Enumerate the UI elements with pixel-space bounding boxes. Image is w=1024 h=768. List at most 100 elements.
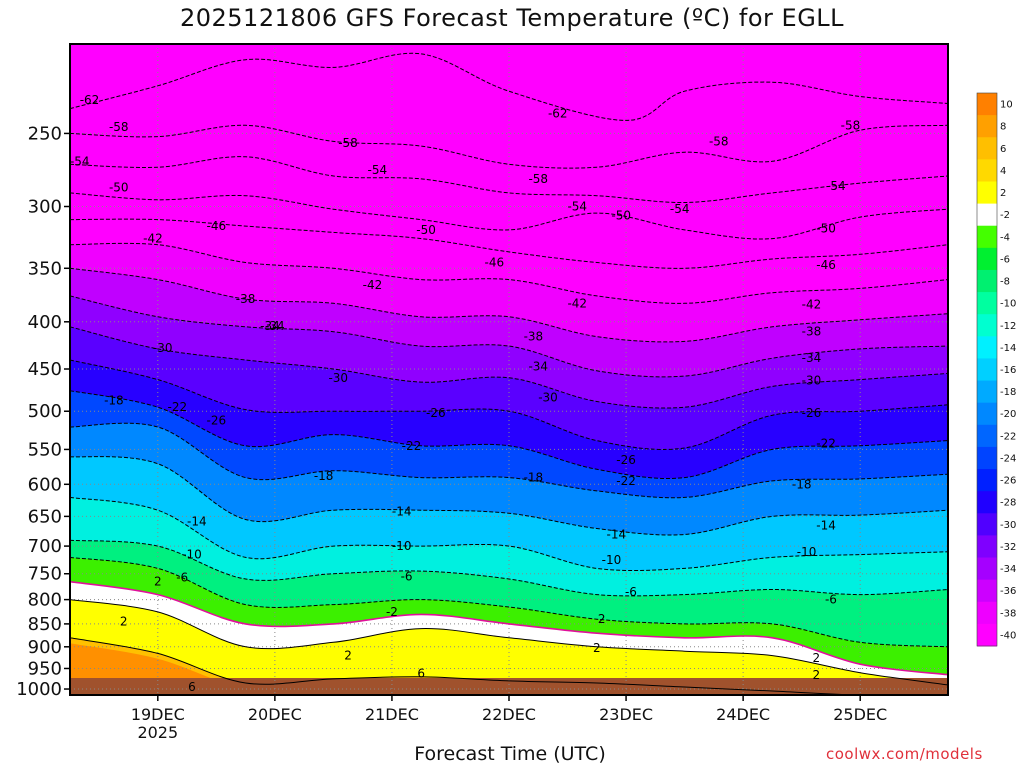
colorbar-swatch <box>977 535 997 559</box>
x-axis-label: Forecast Time (UTC) <box>414 743 606 765</box>
contour-6 <box>70 637 948 695</box>
contour--46 <box>70 218 948 269</box>
contour-label: -58 <box>528 172 548 186</box>
contour-label: -30 <box>802 373 822 387</box>
contour-label: -22 <box>616 474 636 488</box>
contour-2 <box>70 599 948 686</box>
colorbar-label: -26 <box>1000 476 1016 487</box>
contour--30 <box>70 326 948 409</box>
y-axis: 2503003504004505005506006507007508008509… <box>16 123 70 700</box>
contour-label: -54 <box>826 179 846 193</box>
y-tick-label: 650 <box>28 506 62 527</box>
contour-label: -34 <box>802 351 822 365</box>
contour-label: -22 <box>816 437 836 451</box>
contour-label: -50 <box>611 209 631 223</box>
colorbar-swatch <box>977 93 997 116</box>
contour-label: -18 <box>792 477 812 491</box>
y-tick-label: 1000 <box>16 679 62 700</box>
colorbar-frame <box>976 92 998 647</box>
contour-0 <box>70 580 948 676</box>
contour-label: -62 <box>80 93 100 107</box>
contour-label: 2 <box>154 575 162 589</box>
contour-label: -26 <box>207 414 227 428</box>
colorbar-swatch <box>977 225 997 249</box>
contour-label: 2 <box>593 641 601 655</box>
contour-label: -26 <box>802 406 822 420</box>
colorbar-swatch <box>977 314 997 337</box>
colorbar-swatch <box>977 446 997 470</box>
colorbar-label: -34 <box>1000 564 1016 575</box>
contour-label: -58 <box>338 136 358 150</box>
y-tick-label: 800 <box>28 590 62 611</box>
x-tick-label: 23DEC <box>599 705 653 724</box>
y-tick-label: 500 <box>28 401 62 422</box>
contour--50 <box>70 192 948 240</box>
contour-label: -34 <box>528 359 548 373</box>
contour--2 <box>70 556 948 648</box>
y-tick-label: 750 <box>28 564 62 585</box>
contour-label: -14 <box>392 504 412 518</box>
y-tick-label: 600 <box>28 474 62 495</box>
contour-label: -46 <box>816 258 836 272</box>
colorbar-label: -12 <box>1000 321 1016 332</box>
contour-label: -6 <box>176 570 188 584</box>
colorbar-swatch <box>977 513 997 536</box>
contour-label: -6 <box>825 593 837 607</box>
colorbar-swatch <box>977 601 997 625</box>
colorbar-swatch <box>977 557 997 581</box>
colorbar-label: -22 <box>1000 431 1016 442</box>
y-tick-label: 250 <box>28 123 62 144</box>
temperature-fill <box>70 44 948 695</box>
colorbar-swatch <box>977 424 997 448</box>
colorbar-label: 8 <box>1000 122 1006 133</box>
contour-label: -50 <box>416 223 436 237</box>
x-tick-label: 24DEC <box>716 705 770 724</box>
contour-label: -30 <box>538 390 558 404</box>
contour-label: -10 <box>602 553 622 567</box>
colorbar-label: -32 <box>1000 542 1016 553</box>
x-tick-label: 21DEC <box>365 705 419 724</box>
contour-label: -54 <box>70 154 90 168</box>
colorbar-swatch <box>977 380 997 404</box>
colorbar-swatch <box>977 159 997 182</box>
contour-label: -58 <box>109 120 129 134</box>
colorbar-label: -24 <box>1000 453 1016 464</box>
contour-label: -42 <box>567 296 587 310</box>
contour--62 <box>70 52 948 121</box>
x-tick-label: 20DEC <box>248 705 302 724</box>
colorbar: 10 8 6 4 2 -2 -4 -6 -8 -10 -12 -14 -16 -18 -20 -22 -24 -2… <box>976 92 1016 647</box>
contour-label: 6 <box>417 667 425 681</box>
colorbar-label: -20 <box>1000 409 1016 420</box>
x-tick-label: 25DEC <box>833 705 887 724</box>
colorbar-label: -2 <box>1000 210 1010 221</box>
colorbar-label: 2 <box>1000 188 1006 199</box>
colorbar-swatch <box>977 579 997 603</box>
colorbar-label: -8 <box>1000 277 1010 288</box>
colorbar-label: -10 <box>1000 299 1016 310</box>
contour-label: 2 <box>344 649 352 663</box>
contour-label: -30 <box>153 341 173 355</box>
y-tick-label: 850 <box>28 614 62 635</box>
contour--34 <box>70 295 948 378</box>
contour-label: -54 <box>367 163 387 177</box>
contour-label: -6 <box>625 585 637 599</box>
contour-label: -10 <box>392 539 412 553</box>
ground-strip <box>70 678 948 695</box>
y-tick-label: 400 <box>28 312 62 333</box>
band-below-2 <box>70 599 948 695</box>
contour-label: -50 <box>816 222 836 236</box>
contour-label: -46 <box>207 219 227 233</box>
colorbar-label: -40 <box>1000 630 1016 641</box>
contour-label: -26 <box>616 453 636 467</box>
x-tick-label: 22DEC <box>482 705 536 724</box>
contour--10 <box>70 496 948 572</box>
contour-lines <box>70 52 948 695</box>
contour-label: -38 <box>524 330 544 344</box>
contour-label: -30 <box>328 371 348 385</box>
contour-label: 6 <box>188 680 196 694</box>
colorbar-label: 4 <box>1000 166 1006 177</box>
contour--54 <box>70 156 948 204</box>
y-tick-label: 300 <box>28 197 62 218</box>
colorbar-label: -38 <box>1000 608 1016 619</box>
y-tick-label: 450 <box>28 359 62 380</box>
